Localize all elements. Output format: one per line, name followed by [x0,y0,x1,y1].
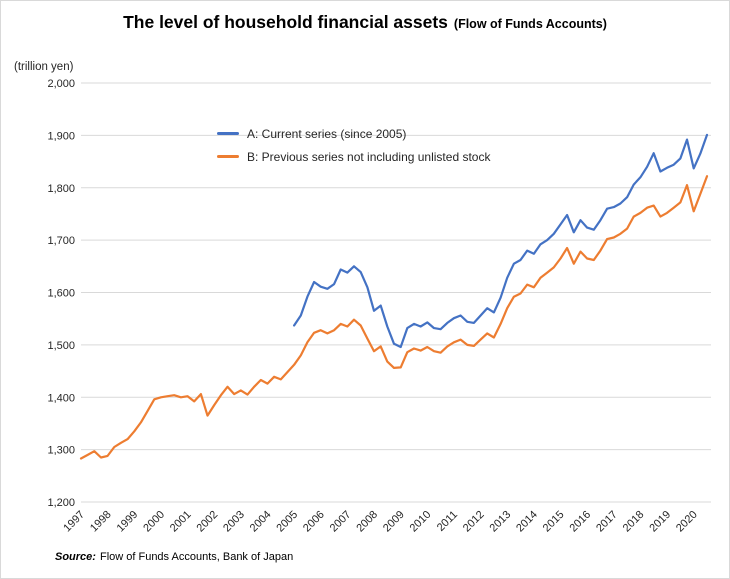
y-tick-label: 1,700 [47,235,75,247]
chart-title-paren: (Flow of Funds Accounts) [453,17,607,31]
y-axis-unit-label: (trillion yen) [14,61,74,73]
x-tick-label: 2016 [567,509,593,535]
y-tick-label: 1,600 [47,288,75,300]
y-tick-label: 1,200 [47,497,75,509]
x-tick-label: 2010 [408,509,434,535]
chart-title: The level of household financial assets … [1,12,729,33]
y-tick-label: 1,900 [47,130,75,142]
chart-title-main: The level of household financial assets [123,12,448,32]
x-tick-label: 2012 [461,509,487,535]
x-tick-label: 2000 [141,509,167,535]
source-note-label: Source: [55,551,96,563]
x-tick-label: 2001 [168,509,194,535]
x-tick-label: 2013 [488,509,514,535]
legend-swatch-a [217,132,239,135]
x-tick-label: 2017 [594,509,620,535]
legend-label-a: A: Current series (since 2005) [247,126,407,141]
y-tick-label: 1,400 [47,392,75,404]
y-tick-label: 1,500 [47,340,75,352]
legend-item-b: B: Previous series not including unliste… [217,145,490,168]
y-tick-label: 1,300 [47,445,75,457]
x-tick-label: 2002 [195,509,221,535]
x-tick-label: 1999 [115,509,141,535]
x-tick-label: 1997 [61,509,87,535]
legend-item-a: A: Current series (since 2005) [217,122,490,145]
x-tick-label: 2007 [328,509,354,535]
legend-swatch-b [217,155,239,158]
y-tick-label: 2,000 [47,78,75,90]
x-tick-label: 2003 [221,509,247,535]
x-tick-label: 2015 [541,509,567,535]
x-tick-label: 2009 [381,509,407,535]
x-tick-label: 2019 [647,509,673,535]
x-tick-label: 2005 [274,509,300,535]
x-tick-label: 2020 [674,509,700,535]
x-tick-label: 1998 [88,509,114,535]
legend-label-b: B: Previous series not including unliste… [247,149,491,164]
y-tick-label: 1,800 [47,183,75,195]
x-tick-label: 2014 [514,509,540,535]
x-tick-label: 2006 [301,509,327,535]
legend: A: Current series (since 2005) B: Previo… [217,122,490,168]
series-line-a [293,133,709,349]
source-note-text: Flow of Funds Accounts, Bank of Japan [99,551,294,563]
series-line-b [79,175,709,460]
x-tick-label: 2004 [248,509,274,535]
source-note: Source: Flow of Funds Accounts, Bank of J… [55,551,293,563]
x-tick-label: 2011 [435,509,460,534]
x-tick-label: 2008 [354,509,380,535]
x-tick-label: 2018 [621,509,647,535]
